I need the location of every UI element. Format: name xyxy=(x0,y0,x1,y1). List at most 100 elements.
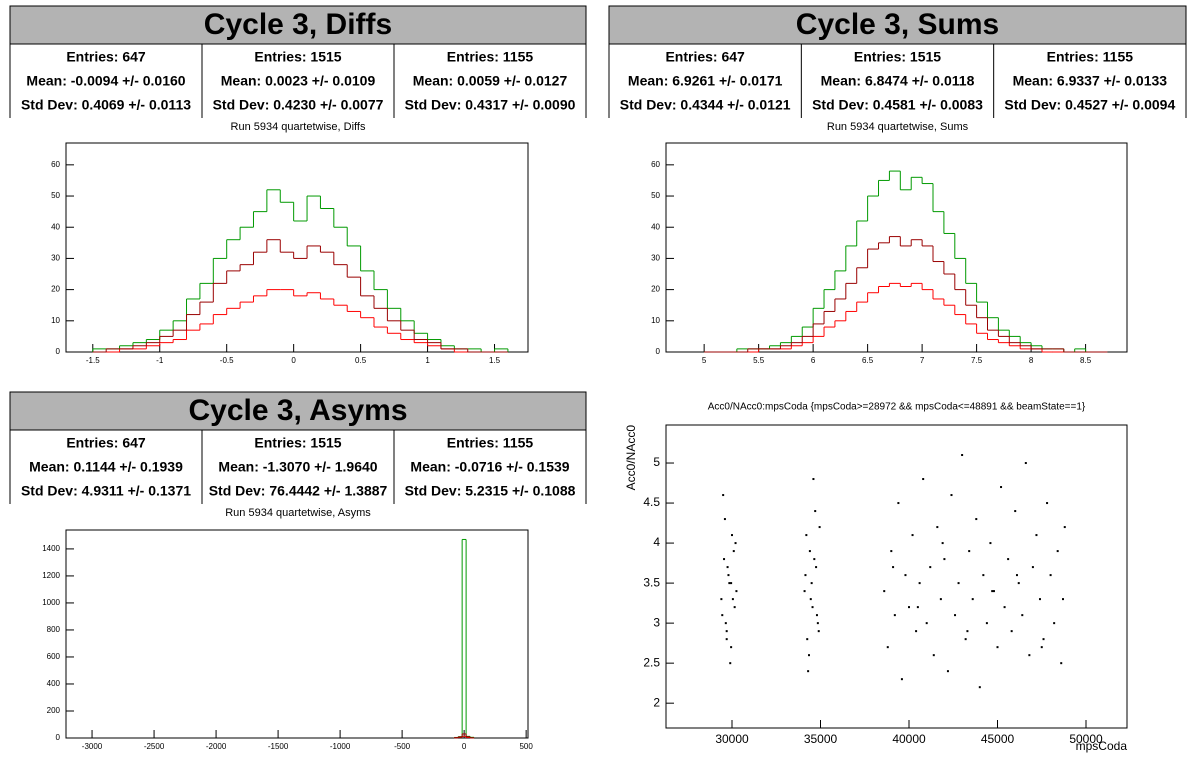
y-tick-label: 3 xyxy=(653,615,660,629)
stats-line: Mean: 6.9261 +/- 0.0171 xyxy=(628,73,783,89)
y-tick-label: 4.5 xyxy=(643,495,660,509)
scatter-point xyxy=(992,590,995,593)
scatter-point xyxy=(813,558,816,561)
scatter-point xyxy=(808,550,811,553)
x-tick-label: -0.5 xyxy=(220,356,234,365)
scatter-point xyxy=(932,654,935,657)
scatter-point xyxy=(936,526,939,529)
y-tick-label: 2.5 xyxy=(643,655,660,669)
scatter-point xyxy=(720,598,723,601)
x-tick-label: -3000 xyxy=(82,742,103,751)
stats-line: Mean: -1.3070 +/- 1.9640 xyxy=(218,459,377,475)
x-tick-label: 1.5 xyxy=(489,356,501,365)
y-tick-label: 3.5 xyxy=(643,575,660,589)
scatter-point xyxy=(817,630,820,633)
scatter-point xyxy=(946,670,949,673)
x-tick-label: 45000 xyxy=(981,732,1015,746)
stats-line: Entries: 1155 xyxy=(1047,49,1134,65)
scatter-point xyxy=(954,614,957,617)
subtitle: Run 5934 quartetwise, Diffs xyxy=(231,121,366,133)
y-tick-label: 0 xyxy=(56,733,61,742)
scatter-point xyxy=(1031,566,1034,569)
scatter-point xyxy=(957,582,960,585)
scatter-point xyxy=(1042,638,1045,641)
stats-line: Std Dev: 0.4527 +/- 0.0094 xyxy=(1004,97,1175,113)
y-tick-label: 50 xyxy=(651,191,660,200)
stats-line: Entries: 1155 xyxy=(447,49,534,65)
y-tick-label: 30 xyxy=(651,254,660,263)
x-tick-label: 30000 xyxy=(715,732,749,746)
y-tick-label: 400 xyxy=(47,679,61,688)
scatter-point xyxy=(1040,646,1043,649)
y-tick-label: 40 xyxy=(651,222,660,231)
stats-line: Std Dev: 0.4317 +/- 0.0090 xyxy=(405,97,576,113)
subtitle: Run 5934 quartetwise, Sums xyxy=(827,121,969,133)
scatter-point xyxy=(893,614,896,617)
scatter-point xyxy=(816,622,819,625)
scatter-point xyxy=(929,566,932,569)
scatter-point xyxy=(814,510,817,513)
scatter-point xyxy=(886,646,889,649)
scatter-point xyxy=(815,566,818,569)
y-tick-label: 1400 xyxy=(42,544,60,553)
scatter-point xyxy=(1015,574,1018,577)
scatter-point xyxy=(725,630,728,633)
scatter-point xyxy=(941,542,944,545)
y-tick-label: 10 xyxy=(651,316,660,325)
stats-line: Mean: 0.1144 +/- 0.1939 xyxy=(29,459,183,475)
x-tick-label: 7.5 xyxy=(971,356,983,365)
scatter-point xyxy=(723,518,726,521)
scatter-point xyxy=(735,590,738,593)
scatter-point xyxy=(939,598,942,601)
scatter-point xyxy=(1035,534,1038,537)
scatter-point xyxy=(892,566,895,569)
scatter-point xyxy=(734,542,737,545)
scatter-point xyxy=(1017,582,1020,585)
scatter-point xyxy=(922,478,925,481)
scatter-point xyxy=(731,598,734,601)
chart-title: Cycle 3, Diffs xyxy=(204,8,392,41)
stats-line: Std Dev: 76.4442 +/- 1.3887 xyxy=(209,483,388,499)
y-tick-label: 1200 xyxy=(42,571,60,580)
y-tick-label: 50 xyxy=(51,191,60,200)
scatter-point xyxy=(883,590,886,593)
scatter-point xyxy=(918,582,921,585)
y-tick-label: 30 xyxy=(51,254,60,263)
x-tick-label: 0 xyxy=(291,356,296,365)
scatter-point xyxy=(732,550,735,553)
scatter-point xyxy=(890,550,893,553)
y-tick-label: 20 xyxy=(51,285,60,294)
x-tick-label: 40000 xyxy=(892,732,926,746)
subtitle: Run 5934 quartetwise, Asyms xyxy=(225,507,371,519)
scatter-point xyxy=(961,454,964,457)
stats-line: Std Dev: 0.4230 +/- 0.0077 xyxy=(213,97,384,113)
stats-line: Mean: 6.9337 +/- 0.0133 xyxy=(1013,73,1168,89)
x-tick-label: 5 xyxy=(702,356,707,365)
scatter-point xyxy=(1024,462,1027,465)
scatter-point xyxy=(726,566,729,569)
scatter-point xyxy=(900,678,903,681)
scatter-point xyxy=(991,590,994,593)
x-tick-label: -500 xyxy=(394,742,411,751)
scatter-point xyxy=(964,638,967,641)
y-tick-label: 60 xyxy=(651,160,660,169)
scatter-point xyxy=(727,574,730,577)
x-tick-label: -2500 xyxy=(144,742,165,751)
scatter-point xyxy=(1010,630,1013,633)
scatter-point xyxy=(916,606,919,609)
scatter-point xyxy=(803,590,806,593)
y-tick-label: 2 xyxy=(653,695,660,709)
x-tick-label: 50000 xyxy=(1069,732,1103,746)
scatter-point xyxy=(982,574,985,577)
scatter-point xyxy=(915,630,918,633)
x-tick-label: 8 xyxy=(1029,356,1034,365)
scatter-point xyxy=(724,622,727,625)
chart-title: Cycle 3, Asyms xyxy=(188,394,407,427)
scatter-point xyxy=(1063,526,1066,529)
title-box xyxy=(9,5,587,45)
scatter-point xyxy=(806,638,809,641)
y-tick-label: 800 xyxy=(47,625,61,634)
y-tick-label: 0 xyxy=(656,347,661,356)
